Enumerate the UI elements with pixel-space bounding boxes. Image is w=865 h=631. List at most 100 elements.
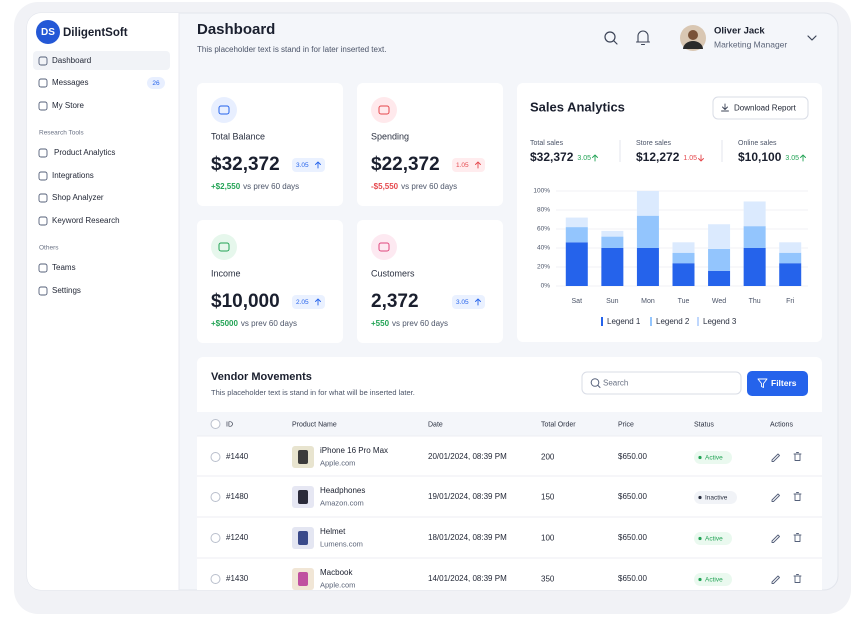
- bar-segment: [779, 242, 802, 253]
- search-box[interactable]: [581, 371, 742, 395]
- status-label: Inactive: [705, 495, 728, 502]
- cell-site: Lumens.com: [320, 539, 363, 548]
- edit-icon: [771, 575, 780, 584]
- cell-price: $650.00: [618, 452, 647, 461]
- app-content: DS DiligentSoft Dashboard Messages My Store 2…: [27, 13, 822, 590]
- card-label: Customers: [371, 268, 415, 278]
- nav-item[interactable]: Shop Analyzer: [52, 193, 104, 202]
- product-thumb-item: [298, 450, 308, 464]
- avatar-body: [683, 41, 703, 49]
- card-badge-value: 3.05: [296, 162, 309, 169]
- nav-item[interactable]: My Store: [52, 101, 85, 110]
- column-header: Date: [428, 421, 443, 428]
- card-value: $22,372: [371, 154, 440, 175]
- card-icon: [211, 97, 237, 123]
- search-box-icon-handle: [597, 385, 601, 388]
- x-tick-label: Sun: [606, 298, 619, 305]
- bar-segment: [636, 215, 659, 248]
- vendor-title: Vendor Movements: [211, 371, 312, 383]
- download-button-label[interactable]: Download Report: [734, 104, 797, 113]
- cell-orders: 100: [541, 534, 555, 543]
- nav-item[interactable]: Dashboard: [52, 56, 91, 65]
- status-dot: [698, 577, 702, 582]
- row-checkbox[interactable]: [210, 452, 221, 462]
- cell-site: Apple.com: [320, 580, 355, 589]
- sales-stat-label: Store sales: [636, 140, 672, 147]
- cell-id: #1480: [226, 492, 249, 501]
- cell-id: #1240: [226, 533, 249, 542]
- edit-icon: [771, 534, 780, 543]
- column-header: Price: [618, 421, 634, 428]
- bar-segment: [565, 217, 588, 228]
- bar-segment: [565, 242, 588, 286]
- avatar-face: [688, 30, 698, 40]
- nav-icon: [38, 148, 48, 158]
- row-checkbox[interactable]: [210, 419, 221, 429]
- card-delta: +$2,550: [211, 182, 241, 191]
- download-button[interactable]: [712, 96, 809, 120]
- nav-icon: [38, 263, 48, 273]
- trend-arrow: [475, 298, 481, 306]
- filter-icon: [757, 378, 768, 388]
- bar-segment: [708, 248, 731, 271]
- legend-swatch: [697, 317, 699, 326]
- legend-label: Legend 3: [703, 317, 737, 326]
- bar-segment: [779, 263, 802, 286]
- nav-item[interactable]: Teams: [52, 263, 76, 272]
- sales-stat-label: Total sales: [530, 140, 564, 147]
- nav-item[interactable]: Keyword Research: [52, 216, 120, 225]
- delete-icon: [793, 452, 802, 461]
- trend-arrow: [800, 154, 806, 162]
- row-checkbox[interactable]: [210, 574, 221, 584]
- bar-segment: [672, 242, 695, 253]
- sales-stat-value: $10,100: [738, 150, 782, 164]
- card-label: Total Balance: [211, 131, 265, 141]
- bar-segment: [708, 224, 731, 249]
- bar-segment: [743, 226, 766, 248]
- trend-arrow: [698, 154, 704, 162]
- nav-active-bg[interactable]: [33, 51, 170, 70]
- cell-site: Apple.com: [320, 458, 355, 467]
- nav-icon: [38, 286, 48, 296]
- card-icon-glyph: [378, 105, 390, 115]
- page-subtitle: This placeholder text is stand in for la…: [197, 45, 386, 54]
- nav-icon: [38, 56, 48, 66]
- nav-item[interactable]: Messages: [52, 78, 88, 87]
- card-delta-note: vs prev 60 days: [241, 319, 297, 328]
- sales-stat-value: $32,372: [530, 150, 574, 164]
- bar-segment: [636, 248, 659, 286]
- row-checkbox[interactable]: [210, 533, 221, 543]
- nav-item[interactable]: Integrations: [52, 171, 94, 180]
- cell-date: 18/01/2024, 08:39 PM: [428, 533, 507, 542]
- card-badge: [452, 295, 485, 309]
- sidebar: [27, 13, 179, 590]
- status-pill: [694, 451, 732, 464]
- x-tick-label: Wed: [712, 298, 726, 305]
- cell-site: Amazon.com: [320, 498, 364, 507]
- cell-date: 14/01/2024, 08:39 PM: [428, 574, 507, 583]
- cell-orders: 200: [541, 453, 555, 462]
- column-header: Product Name: [292, 421, 337, 428]
- card-delta: +550: [371, 319, 390, 328]
- legend-label: Legend 1: [607, 317, 641, 326]
- filter-button[interactable]: [747, 371, 808, 396]
- x-tick-label: Sat: [572, 298, 583, 305]
- row-checkbox[interactable]: [210, 492, 221, 502]
- column-header: Status: [694, 421, 714, 428]
- cell-product: Headphones: [320, 486, 365, 495]
- bar-segment: [672, 252, 695, 264]
- nav-badge: [147, 77, 165, 89]
- nav-item[interactable]: Product Analytics: [54, 148, 115, 157]
- status-label: Active: [705, 577, 723, 584]
- y-tick-label: 20%: [537, 264, 550, 271]
- legend-swatch: [601, 317, 603, 326]
- card-value: $10,000: [211, 291, 280, 312]
- search-icon-handle: [613, 40, 618, 45]
- status-dot: [698, 536, 702, 541]
- x-tick-label: Tue: [678, 298, 690, 305]
- nav-item[interactable]: Settings: [52, 286, 81, 295]
- card-value: 2,372: [371, 291, 419, 312]
- filter-button-label[interactable]: Filters: [771, 378, 797, 388]
- trend-arrow: [315, 161, 321, 169]
